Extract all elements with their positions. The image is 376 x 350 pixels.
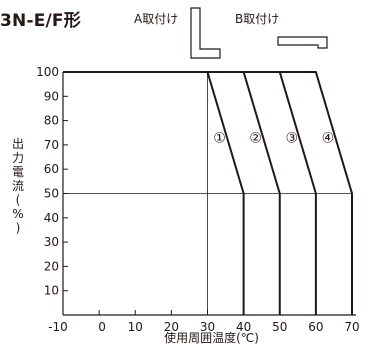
- x-tick-label: 50: [272, 320, 287, 334]
- series-label-1: ①: [213, 130, 226, 146]
- x-tick-label: 20: [164, 320, 179, 334]
- y-tick-label: 30: [44, 235, 59, 249]
- x-tick-label: 10: [128, 320, 143, 334]
- x-axis-title: 使用周囲温度(℃): [164, 330, 259, 345]
- mount-a-icon: [190, 7, 221, 59]
- y-axis-title: 出力電流(%): [12, 137, 24, 235]
- y-tick-label: 90: [44, 89, 59, 103]
- labels-layer: 使用周囲温度(℃) 出力電流(%): [12, 137, 259, 345]
- series-label-3: ③: [286, 130, 299, 146]
- x-tick-label: 60: [308, 320, 323, 334]
- y-tick-label: 40: [44, 211, 59, 225]
- y-tick-label: 80: [44, 114, 59, 128]
- y-tick-label: 60: [44, 162, 59, 176]
- mount-a-label: A取付け: [134, 12, 179, 26]
- y-tick-label: 70: [44, 138, 59, 152]
- chart-title: 3N-E/F形: [0, 11, 81, 31]
- y-tick-label: 10: [44, 284, 59, 298]
- mount-b-label: B取付け: [235, 12, 280, 26]
- x-tick-label: -10: [48, 320, 68, 334]
- x-tick-label: 70: [344, 320, 359, 334]
- x-tick-label: 40: [236, 320, 251, 334]
- mount-b-icon: [277, 36, 328, 49]
- series-label-2: ②: [249, 130, 262, 146]
- x-tick-label: 0: [98, 320, 106, 334]
- series-label-4: ④: [322, 130, 335, 146]
- series-line-4: [63, 71, 353, 315]
- x-tick-label: 30: [200, 320, 215, 334]
- tick-layer: 10 20 30 40 50 60 70 80 90 100 -10 0 10 20 30 40 50 60 70: [36, 65, 360, 334]
- reference-lines: [63, 72, 352, 315]
- y-tick-label: 50: [44, 187, 59, 201]
- series-layer: ① ② ③ ④: [63, 71, 353, 315]
- y-tick-label: 100: [36, 65, 59, 79]
- y-tick-label: 20: [44, 259, 59, 273]
